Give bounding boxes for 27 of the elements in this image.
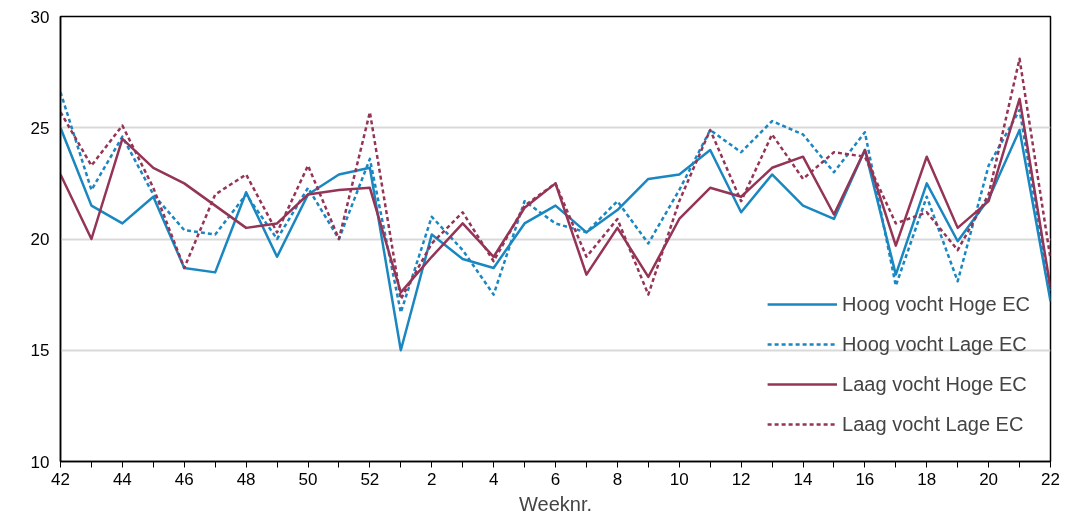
x-tick-label: 4 bbox=[488, 469, 499, 489]
x-tick-label: 52 bbox=[360, 469, 380, 489]
x-tick-label: 12 bbox=[731, 469, 751, 489]
y-tick-label: 10 bbox=[30, 452, 50, 472]
x-tick-label: 44 bbox=[112, 469, 132, 489]
x-tick-label: 42 bbox=[51, 469, 70, 489]
x-tick-label: 46 bbox=[174, 469, 194, 489]
x-tick-label: 22 bbox=[1041, 469, 1060, 489]
y-tick-label: 30 bbox=[30, 7, 50, 27]
y-tick-label: 15 bbox=[30, 341, 50, 361]
x-tick-label: 50 bbox=[298, 469, 318, 489]
x-tick-label: 18 bbox=[917, 469, 937, 489]
x-tick-label: 2 bbox=[427, 469, 437, 489]
x-tick-label: 10 bbox=[669, 469, 689, 489]
legend-label: Laag vocht Hoge EC bbox=[842, 371, 1027, 397]
x-tick-label: 20 bbox=[979, 469, 999, 489]
legend-label: Hoog vocht Hoge EC bbox=[842, 291, 1030, 317]
legend-label: Hoog vocht Lage EC bbox=[842, 331, 1027, 357]
x-tick-label: 6 bbox=[550, 469, 561, 489]
x-tick-label: 8 bbox=[612, 469, 623, 489]
x-tick-label: 48 bbox=[236, 469, 256, 489]
x-tick-label: 14 bbox=[793, 469, 813, 489]
legend-label: Laag vocht Lage EC bbox=[842, 411, 1024, 437]
x-tick-label: 16 bbox=[855, 469, 875, 489]
y-tick-label: 20 bbox=[30, 230, 50, 249]
y-tick-label: 25 bbox=[30, 118, 50, 138]
x-axis-title: Weeknr. bbox=[519, 492, 592, 515]
